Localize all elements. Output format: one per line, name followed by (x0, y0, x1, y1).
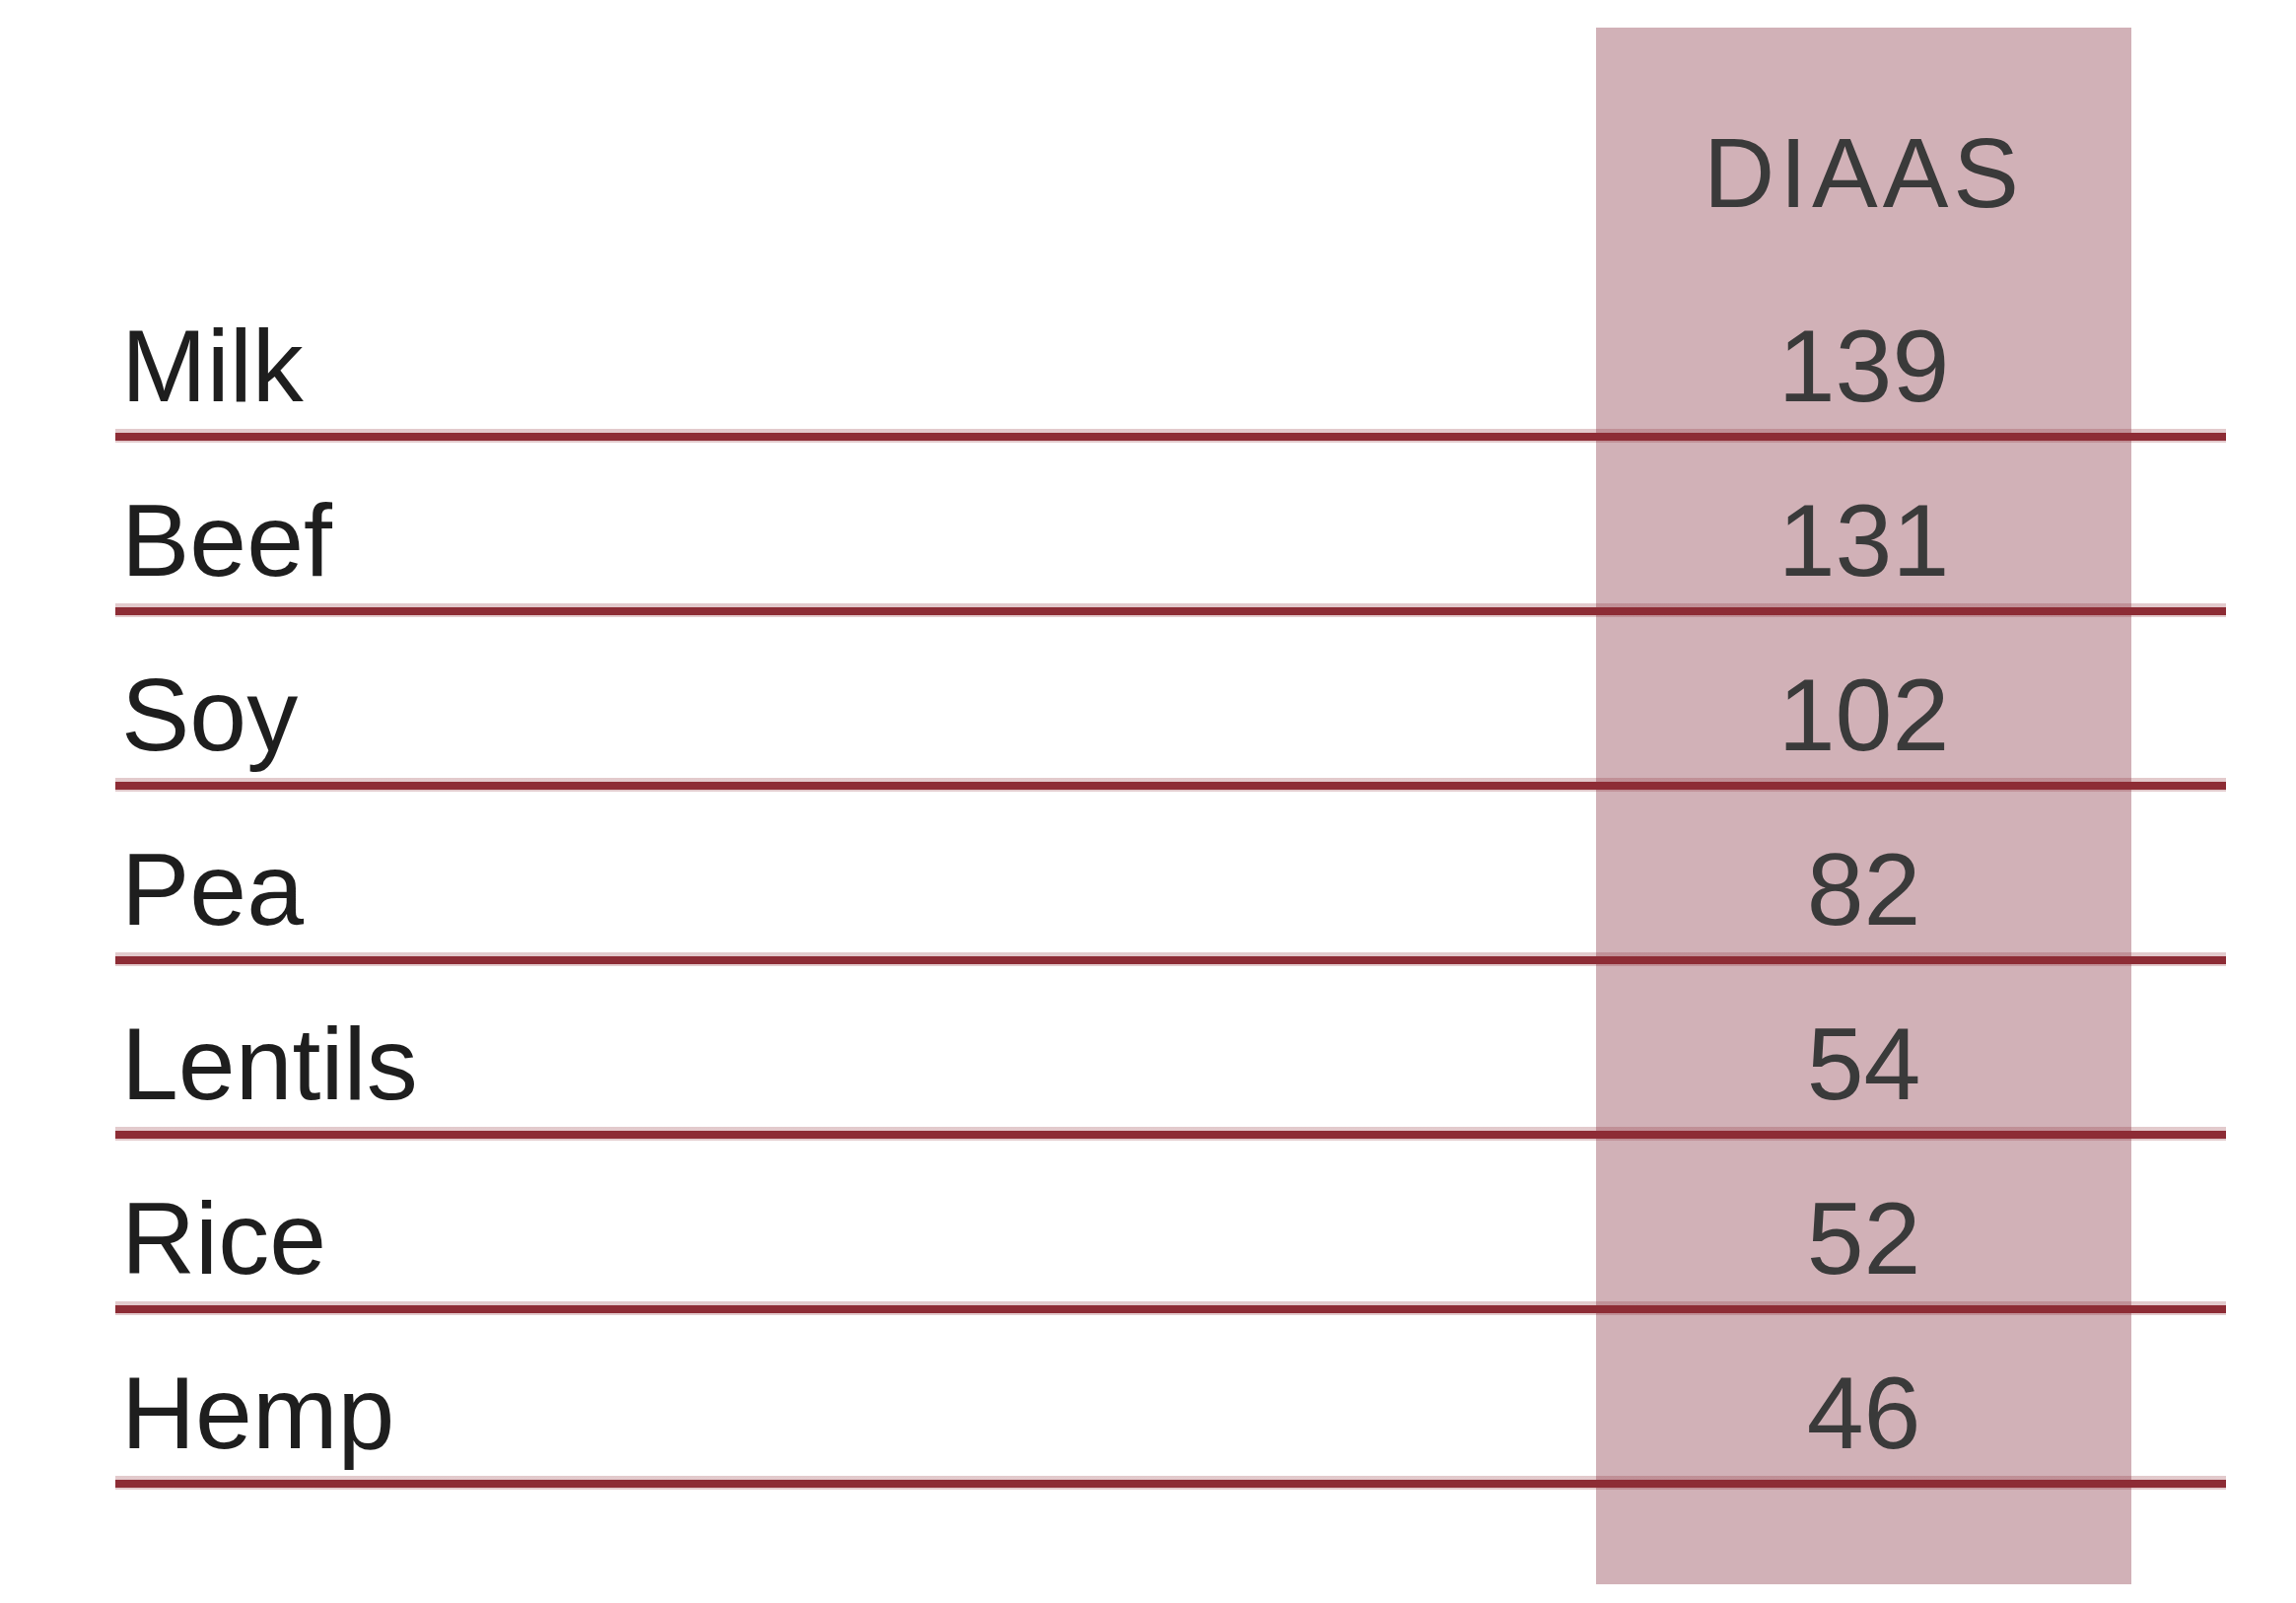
row-label-milk: Milk (121, 314, 304, 417)
row-label-pea: Pea (121, 838, 304, 941)
diaas-column-band (1596, 28, 2131, 1584)
row-label-rice: Rice (121, 1187, 326, 1289)
row-label-hemp: Hemp (121, 1361, 394, 1464)
row-value-hemp: 46 (1596, 1361, 2131, 1464)
row-label-soy: Soy (121, 663, 298, 766)
row-value-lentils: 54 (1596, 1012, 2131, 1115)
row-value-beef: 131 (1596, 489, 2131, 592)
diaas-table: DIAAS Milk 139 Beef 131 Soy 102 Pea 82 L… (0, 0, 2296, 1603)
row-value-rice: 52 (1596, 1187, 2131, 1289)
row-divider (115, 1127, 2226, 1141)
row-value-milk: 139 (1596, 314, 2131, 417)
row-divider (115, 1476, 2226, 1490)
row-divider (115, 1301, 2226, 1315)
row-label-beef: Beef (121, 489, 332, 592)
row-value-soy: 102 (1596, 663, 2131, 766)
row-divider (115, 778, 2226, 792)
row-value-pea: 82 (1596, 838, 2131, 941)
row-divider (115, 603, 2226, 617)
row-label-lentils: Lentils (121, 1012, 418, 1115)
column-header-diaas: DIAAS (1596, 123, 2131, 222)
row-divider (115, 952, 2226, 966)
row-divider (115, 429, 2226, 443)
